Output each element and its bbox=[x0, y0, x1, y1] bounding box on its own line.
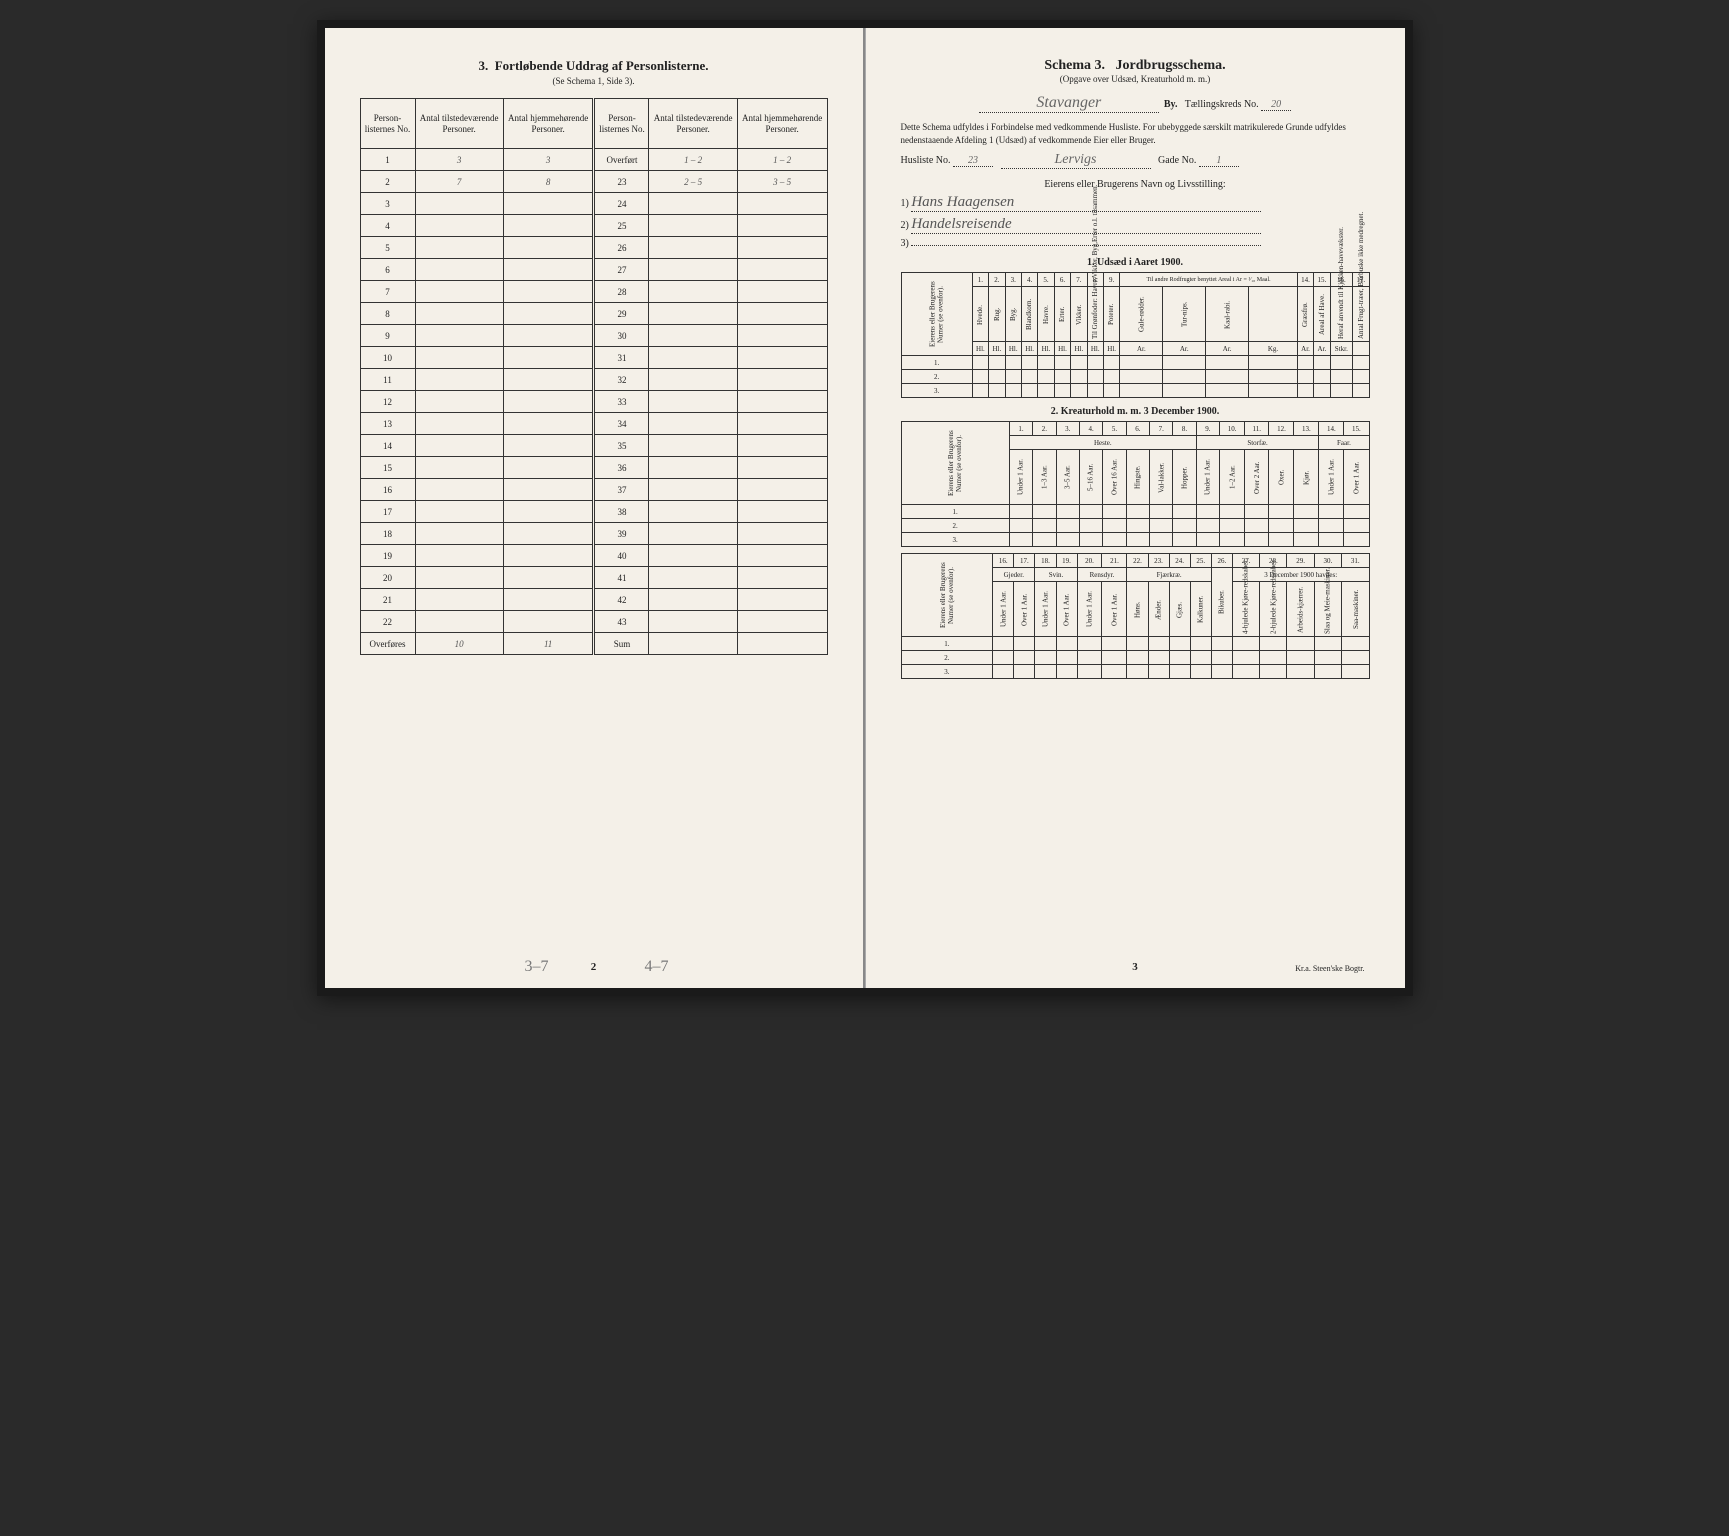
table-row: 2. bbox=[901, 370, 1369, 384]
right-page-num: 3 bbox=[1132, 961, 1138, 973]
right-page: Schema 3. Jordbrugsschema. (Opgave over … bbox=[865, 28, 1405, 988]
table-row: 930 bbox=[360, 325, 827, 347]
table-row: 2142 bbox=[360, 589, 827, 611]
table-row: 3. bbox=[901, 384, 1369, 398]
kreatur-table-a: Eierens eller Brugerens Numer (se ovenfo… bbox=[901, 421, 1370, 547]
left-subtitle: (Se Schema 1, Side 3). bbox=[360, 76, 828, 86]
table-row: 728 bbox=[360, 281, 827, 303]
table-row: 1435 bbox=[360, 435, 827, 457]
schema-sub: (Opgave over Udsæd, Kreaturhold m. m.) bbox=[901, 74, 1370, 84]
hdr-col5: Antal tilstedeværende Personer. bbox=[649, 99, 737, 149]
hdr-col6: Antal hjemmehørende Personer. bbox=[737, 99, 827, 149]
hw-note2: 4–7 bbox=[645, 958, 669, 976]
table-row: 1233 bbox=[360, 391, 827, 413]
hdr-col1: Person-listernes No. bbox=[360, 99, 415, 149]
table-row: 2. bbox=[901, 519, 1369, 533]
kreatur-table-b: Eierens eller Brugerens Numer (se ovenfo… bbox=[901, 553, 1370, 679]
hw-note1: 3–7 bbox=[525, 958, 549, 976]
husliste-line: Husliste No. 23 Lervigs Gade No. 1 bbox=[901, 152, 1370, 169]
hdr-col2: Antal tilstedeværende Personer. bbox=[415, 99, 503, 149]
table-row: 829 bbox=[360, 303, 827, 325]
table-row: 2243 bbox=[360, 611, 827, 633]
table-row: 2. bbox=[901, 651, 1369, 665]
hdr-col3: Antal hjemmehørende Personer. bbox=[503, 99, 594, 149]
table-row: 2041 bbox=[360, 567, 827, 589]
table-row: 3. bbox=[901, 665, 1369, 679]
table-row: 278232 – 53 – 5 bbox=[360, 171, 827, 193]
city-line: Stavanger By. Tællingskreds No. 20 bbox=[901, 94, 1370, 113]
schema-desc: Dette Schema udfyldes i Forbindelse med … bbox=[901, 121, 1370, 146]
table-row: 1. bbox=[901, 505, 1369, 519]
left-title: 3. Fortløbende Uddrag af Personlisterne. bbox=[360, 58, 828, 74]
table-row: 1940 bbox=[360, 545, 827, 567]
table-row: 1536 bbox=[360, 457, 827, 479]
table-row: 1334 bbox=[360, 413, 827, 435]
person-table: Person-listernes No. Antal tilstedeværen… bbox=[360, 98, 828, 655]
table-row: 425 bbox=[360, 215, 827, 237]
table-row: 1637 bbox=[360, 479, 827, 501]
left-page: 3. Fortløbende Uddrag af Personlisterne.… bbox=[325, 28, 865, 988]
printer-note: Kr.a. Steen'ske Bogtr. bbox=[1295, 964, 1364, 973]
overfores-row: Overføres1011Sum bbox=[360, 633, 827, 655]
left-page-num: 2 bbox=[591, 961, 597, 973]
section2-title: 2. Kreaturhold m. m. 3 December 1900. bbox=[901, 406, 1370, 417]
table-row: 3. bbox=[901, 533, 1369, 547]
udsaed-table: Eierens eller Brugerens Numer (se ovenfo… bbox=[901, 272, 1370, 398]
owner-title: Eierens eller Brugerens Navn og Livsstil… bbox=[901, 179, 1370, 190]
table-row: 1031 bbox=[360, 347, 827, 369]
table-row: 1738 bbox=[360, 501, 827, 523]
hdr-col4: Person-listernes No. bbox=[594, 99, 649, 149]
table-row: 324 bbox=[360, 193, 827, 215]
table-row: 526 bbox=[360, 237, 827, 259]
owner-2: 2) Handelsreisende bbox=[901, 216, 1370, 234]
table-row: 627 bbox=[360, 259, 827, 281]
table-row: 1132 bbox=[360, 369, 827, 391]
owner-3: 3) bbox=[901, 238, 1370, 249]
table-row: 133Overført1 – 21 – 2 bbox=[360, 149, 827, 171]
table-row: 1. bbox=[901, 356, 1369, 370]
section1-title: 1. Udsæd i Aaret 1900. bbox=[901, 257, 1370, 268]
table-row: 1. bbox=[901, 637, 1369, 651]
table-row: 1839 bbox=[360, 523, 827, 545]
owner-1: 1) Hans Haagensen bbox=[901, 194, 1370, 212]
schema-title: Schema 3. Jordbrugsschema. bbox=[901, 58, 1370, 74]
